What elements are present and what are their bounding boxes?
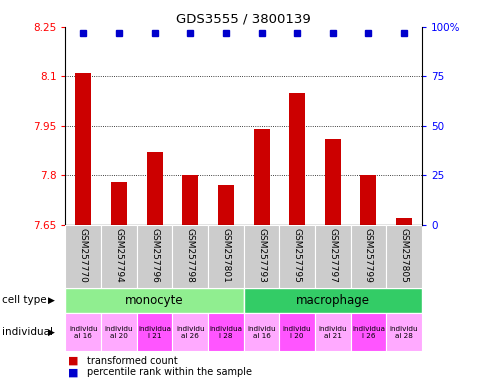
Bar [350, 313, 385, 351]
Text: GSM257799: GSM257799 [363, 228, 372, 283]
Text: individu
al 16: individu al 16 [247, 326, 275, 339]
Bar [208, 225, 243, 288]
Bar [172, 225, 208, 288]
Bar [314, 225, 350, 288]
Text: individu
al 20: individu al 20 [105, 326, 133, 339]
Text: ■: ■ [68, 367, 78, 377]
Text: cell type: cell type [2, 295, 47, 306]
Bar [288, 93, 304, 225]
Bar [101, 225, 136, 288]
Text: GSM257770: GSM257770 [78, 228, 88, 283]
Bar [65, 313, 101, 351]
Bar [243, 313, 279, 351]
Bar [314, 313, 350, 351]
Bar [324, 139, 340, 225]
Text: GSM257805: GSM257805 [399, 228, 408, 283]
Text: individu
al 28: individu al 28 [389, 326, 418, 339]
Bar [136, 313, 172, 351]
Bar [253, 129, 269, 225]
Text: ■: ■ [68, 356, 78, 366]
Text: monocyte: monocyte [125, 294, 183, 307]
Text: GSM257801: GSM257801 [221, 228, 230, 283]
Bar [395, 218, 411, 225]
Text: GSM257795: GSM257795 [292, 228, 301, 283]
Text: individual: individual [2, 327, 53, 337]
Text: ▶: ▶ [47, 296, 54, 305]
Bar [279, 225, 314, 288]
Bar [65, 288, 243, 313]
Title: GDS3555 / 3800139: GDS3555 / 3800139 [176, 13, 310, 26]
Bar [172, 313, 208, 351]
Text: ▶: ▶ [47, 328, 54, 337]
Bar [65, 225, 101, 288]
Bar [111, 182, 127, 225]
Bar [385, 313, 421, 351]
Text: GSM257794: GSM257794 [114, 228, 123, 282]
Bar [350, 225, 385, 288]
Bar [360, 175, 376, 225]
Text: individua
l 26: individua l 26 [351, 326, 384, 339]
Bar [182, 175, 198, 225]
Text: GSM257796: GSM257796 [150, 228, 159, 283]
Bar [279, 313, 314, 351]
Text: individua
l 21: individua l 21 [138, 326, 171, 339]
Text: GSM257793: GSM257793 [257, 228, 266, 283]
Bar [101, 313, 136, 351]
Text: macrophage: macrophage [295, 294, 369, 307]
Text: GSM257797: GSM257797 [328, 228, 337, 283]
Bar [208, 313, 243, 351]
Text: individu
l 20: individu l 20 [282, 326, 311, 339]
Bar [385, 225, 421, 288]
Bar [75, 73, 91, 225]
Text: individua
l 28: individua l 28 [209, 326, 242, 339]
Bar [146, 152, 162, 225]
Text: individu
al 21: individu al 21 [318, 326, 347, 339]
Bar [243, 225, 279, 288]
Bar [136, 225, 172, 288]
Text: GSM257798: GSM257798 [185, 228, 195, 283]
Text: percentile rank within the sample: percentile rank within the sample [87, 367, 252, 377]
Text: transformed count: transformed count [87, 356, 178, 366]
Text: individu
al 26: individu al 26 [176, 326, 204, 339]
Text: individu
al 16: individu al 16 [69, 326, 97, 339]
Bar [217, 185, 233, 225]
Bar [243, 288, 421, 313]
